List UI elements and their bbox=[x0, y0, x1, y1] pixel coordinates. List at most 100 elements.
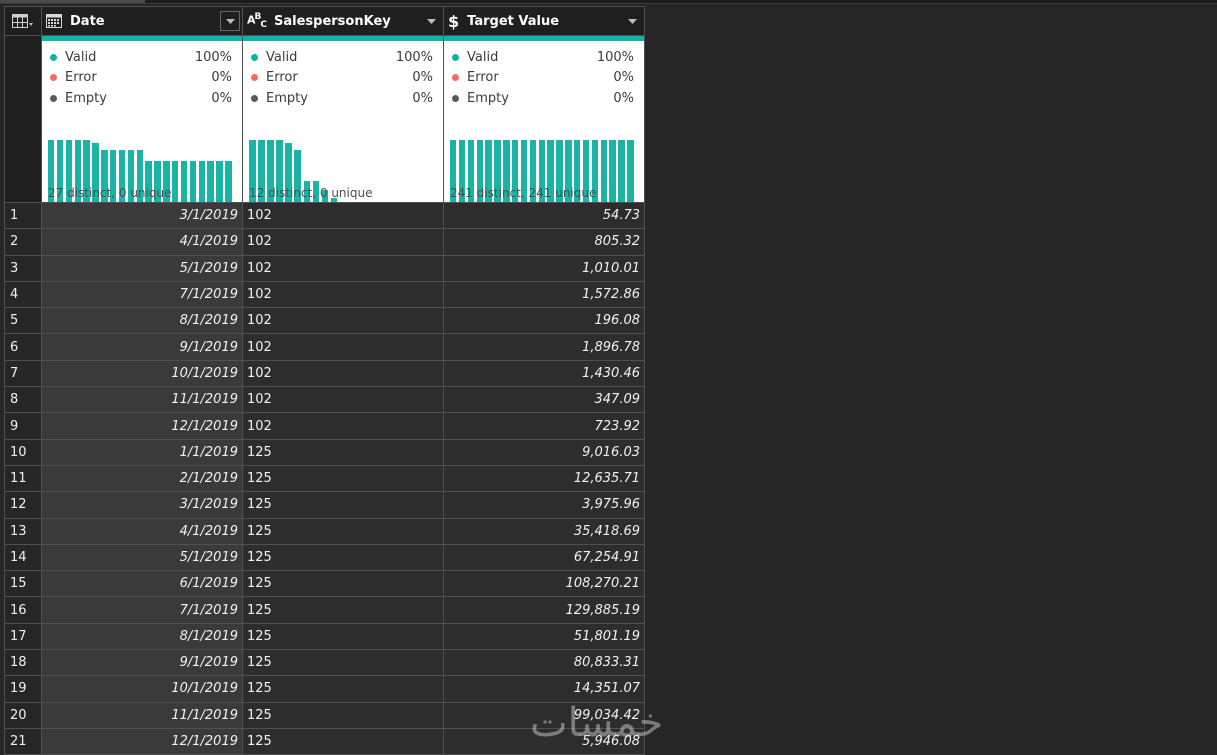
row-number[interactable]: 7 bbox=[4, 359, 42, 388]
column-filter-dropdown-target-value[interactable] bbox=[622, 11, 642, 31]
date-cell[interactable]: 1/1/2019 bbox=[41, 438, 243, 466]
distribution-bar[interactable] bbox=[92, 142, 99, 202]
row-number[interactable]: 19 bbox=[4, 675, 42, 703]
column-quality-profile-salespersonkey[interactable]: Valid 100% Error 0% Empty 0% 12 distinct, 0… bbox=[242, 35, 444, 203]
table-row[interactable]: 7 10/1/2019 102 1,430.46 bbox=[4, 359, 645, 388]
distribution-bar[interactable] bbox=[600, 140, 607, 202]
distribution-bar[interactable] bbox=[538, 140, 545, 202]
target-value-cell[interactable]: 67,254.91 bbox=[443, 543, 645, 572]
distribution-bar[interactable] bbox=[65, 140, 73, 202]
table-row[interactable]: 20 11/1/2019 125 99,034.42 bbox=[4, 701, 645, 729]
row-number[interactable]: 21 bbox=[4, 727, 42, 755]
distribution-bar[interactable] bbox=[258, 140, 265, 202]
column-header-date[interactable]: Date bbox=[41, 6, 243, 36]
table-row[interactable]: 15 6/1/2019 125 108,270.21 bbox=[4, 570, 645, 598]
distribution-bar[interactable] bbox=[48, 140, 55, 202]
distribution-bar[interactable] bbox=[476, 140, 483, 202]
row-number[interactable]: 6 bbox=[4, 333, 42, 361]
table-row[interactable]: 16 7/1/2019 125 129,885.19 bbox=[4, 596, 645, 624]
distribution-bar[interactable] bbox=[294, 149, 302, 202]
salespersonkey-cell[interactable]: 125 bbox=[242, 517, 444, 545]
row-number[interactable]: 17 bbox=[4, 622, 42, 651]
row-number[interactable]: 2 bbox=[4, 228, 42, 256]
table-row[interactable]: 1 3/1/2019 102 54.73 bbox=[4, 201, 645, 230]
target-value-cell[interactable]: 99,034.42 bbox=[443, 701, 645, 729]
salespersonkey-cell[interactable]: 125 bbox=[242, 438, 444, 466]
salespersonkey-cell[interactable]: 102 bbox=[242, 359, 444, 388]
date-cell[interactable]: 6/1/2019 bbox=[41, 570, 243, 598]
target-value-cell[interactable]: 51,801.19 bbox=[443, 622, 645, 651]
row-number[interactable]: 13 bbox=[4, 517, 42, 545]
date-cell[interactable]: 3/1/2019 bbox=[41, 201, 243, 230]
target-value-cell[interactable]: 1,896.78 bbox=[443, 333, 645, 361]
salespersonkey-cell[interactable]: 125 bbox=[242, 701, 444, 729]
target-value-cell[interactable]: 1,010.01 bbox=[443, 254, 645, 282]
value-distribution-chart[interactable] bbox=[249, 140, 435, 202]
table-row[interactable]: 17 8/1/2019 125 51,801.19 bbox=[4, 622, 645, 651]
target-value-cell[interactable]: 1,430.46 bbox=[443, 359, 645, 388]
target-value-cell[interactable]: 108,270.21 bbox=[443, 570, 645, 598]
table-row[interactable]: 13 4/1/2019 125 35,418.69 bbox=[4, 517, 645, 545]
distribution-bar[interactable] bbox=[494, 140, 501, 202]
date-cell[interactable]: 7/1/2019 bbox=[41, 280, 243, 309]
date-cell[interactable]: 7/1/2019 bbox=[41, 596, 243, 624]
salespersonkey-cell[interactable]: 102 bbox=[242, 386, 444, 414]
salespersonkey-cell[interactable]: 125 bbox=[242, 622, 444, 651]
salespersonkey-cell[interactable]: 125 bbox=[242, 596, 444, 624]
salespersonkey-cell[interactable]: 125 bbox=[242, 727, 444, 755]
target-value-cell[interactable]: 129,885.19 bbox=[443, 596, 645, 624]
distribution-bar[interactable] bbox=[565, 140, 572, 202]
target-value-cell[interactable]: 196.08 bbox=[443, 307, 645, 335]
row-number[interactable]: 10 bbox=[4, 438, 42, 466]
target-value-cell[interactable]: 54.73 bbox=[443, 201, 645, 230]
salespersonkey-cell[interactable]: 125 bbox=[242, 491, 444, 519]
row-number[interactable]: 8 bbox=[4, 386, 42, 414]
target-value-cell[interactable]: 80,833.31 bbox=[443, 649, 645, 677]
target-value-cell[interactable]: 12,635.71 bbox=[443, 464, 645, 493]
distribution-bar[interactable] bbox=[267, 140, 274, 202]
column-quality-profile-target-value[interactable]: Valid 100% Error 0% Empty 0% 241 distinct, … bbox=[443, 35, 645, 203]
table-row[interactable]: 8 11/1/2019 102 347.09 bbox=[4, 386, 645, 414]
date-cell[interactable]: 2/1/2019 bbox=[41, 464, 243, 493]
distribution-bar[interactable] bbox=[467, 140, 475, 202]
salespersonkey-cell[interactable]: 102 bbox=[242, 201, 444, 230]
distribution-bar[interactable] bbox=[110, 149, 117, 202]
distribution-bar[interactable] bbox=[276, 140, 283, 202]
table-row[interactable]: 9 12/1/2019 102 723.92 bbox=[4, 412, 645, 440]
salespersonkey-cell[interactable]: 102 bbox=[242, 228, 444, 256]
table-row[interactable]: 4 7/1/2019 102 1,572.86 bbox=[4, 280, 645, 309]
row-number[interactable]: 3 bbox=[4, 254, 42, 282]
distribution-bar[interactable] bbox=[574, 140, 581, 202]
table-row[interactable]: 12 3/1/2019 125 3,975.96 bbox=[4, 491, 645, 519]
distribution-bar[interactable] bbox=[136, 149, 143, 202]
distribution-bar[interactable] bbox=[547, 140, 554, 202]
table-menu-corner[interactable] bbox=[4, 6, 42, 36]
table-row[interactable]: 11 2/1/2019 125 12,635.71 bbox=[4, 464, 645, 493]
distribution-bar[interactable] bbox=[145, 161, 152, 202]
distribution-bar[interactable] bbox=[321, 189, 329, 202]
date-cell[interactable]: 4/1/2019 bbox=[41, 517, 243, 545]
distribution-bar[interactable] bbox=[520, 140, 528, 202]
distribution-bar[interactable] bbox=[609, 140, 616, 202]
distribution-bar[interactable] bbox=[83, 140, 90, 202]
salespersonkey-cell[interactable]: 125 bbox=[242, 464, 444, 493]
distribution-bar[interactable] bbox=[56, 140, 64, 202]
distribution-bar[interactable] bbox=[180, 161, 188, 202]
target-value-cell[interactable]: 723.92 bbox=[443, 412, 645, 440]
value-distribution-chart[interactable] bbox=[48, 140, 234, 202]
date-cell[interactable]: 12/1/2019 bbox=[41, 412, 243, 440]
row-number[interactable]: 14 bbox=[4, 543, 42, 572]
column-quality-profile-date[interactable]: Valid 100% Error 0% Empty 0% 27 distinct, 0… bbox=[41, 35, 243, 203]
row-number[interactable]: 4 bbox=[4, 280, 42, 309]
distribution-bar[interactable] bbox=[618, 140, 625, 202]
distribution-bar[interactable] bbox=[529, 140, 537, 202]
column-header-salespersonkey[interactable]: ABC SalespersonKey bbox=[242, 6, 444, 36]
target-value-cell[interactable]: 1,572.86 bbox=[443, 280, 645, 309]
table-row[interactable]: 6 9/1/2019 102 1,896.78 bbox=[4, 333, 645, 361]
row-number[interactable]: 5 bbox=[4, 307, 42, 335]
distribution-bar[interactable] bbox=[485, 140, 492, 202]
target-value-cell[interactable]: 5,946.08 bbox=[443, 727, 645, 755]
row-number[interactable]: 12 bbox=[4, 491, 42, 519]
date-cell[interactable]: 8/1/2019 bbox=[41, 622, 243, 651]
date-cell[interactable]: 9/1/2019 bbox=[41, 649, 243, 677]
